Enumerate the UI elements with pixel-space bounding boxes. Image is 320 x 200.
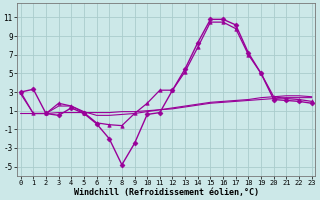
- X-axis label: Windchill (Refroidissement éolien,°C): Windchill (Refroidissement éolien,°C): [74, 188, 259, 197]
